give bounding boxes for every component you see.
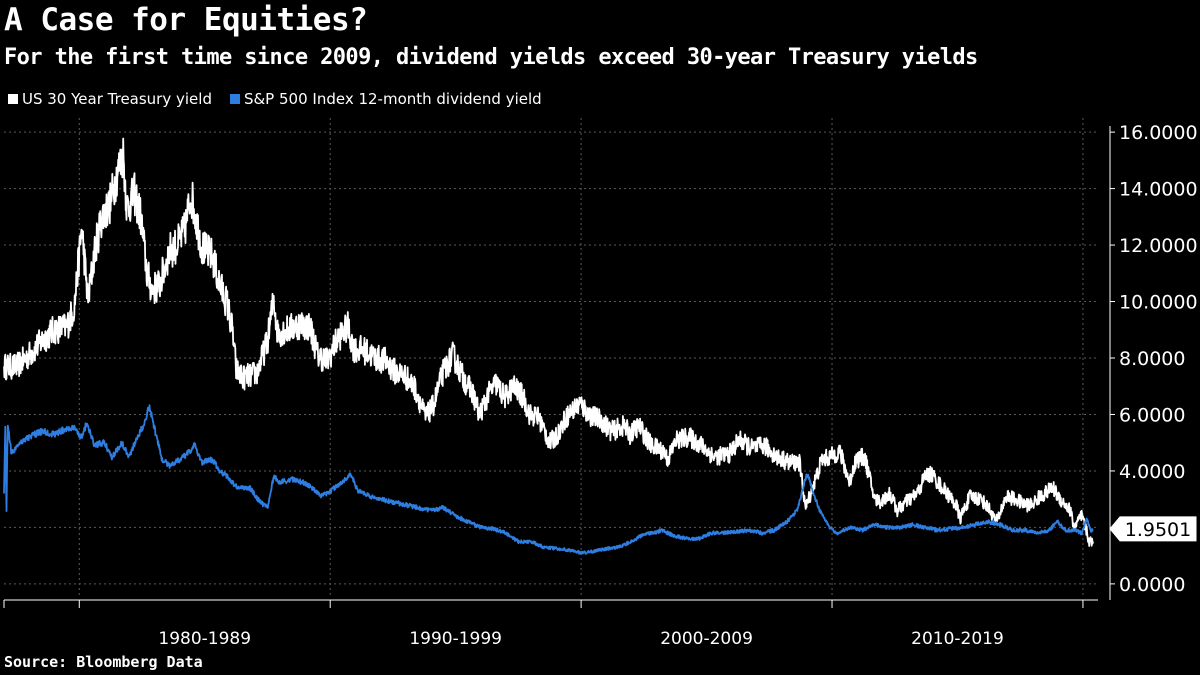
legend-label-dividend: S&P 500 Index 12-month dividend yield [243, 90, 542, 108]
y-tick-label-7: 14.0000 [1119, 179, 1198, 201]
y-tick-label-6: 12.0000 [1119, 235, 1198, 257]
x-category-label-0: 1980-1989 [158, 629, 251, 649]
y-tick-label-3: 6.0000 [1119, 404, 1185, 426]
series-line-treasury [3, 137, 1094, 547]
source-note: Source: Bloomberg Data [4, 653, 203, 671]
axes [3, 126, 1115, 608]
y-tick-label-2: 4.0000 [1119, 461, 1185, 483]
y-tick-label-8: 16.0000 [1119, 122, 1198, 144]
legend: US 30 Year Treasury yield S&P 500 Index … [8, 90, 542, 108]
series-lines [3, 137, 1094, 555]
axis-labels: 0.00002.00004.00006.00008.000010.000012.… [158, 122, 1197, 649]
y-tick-label-5: 10.0000 [1119, 292, 1198, 314]
x-category-label-3: 2010-2019 [911, 629, 1004, 649]
x-category-label-2: 2000-2009 [660, 629, 753, 649]
y-tick-label-4: 8.0000 [1119, 348, 1185, 370]
grid-lines [4, 118, 1098, 598]
chart-title: A Case for Equities? [4, 2, 368, 38]
legend-swatch-dividend [229, 94, 240, 104]
legend-swatch-treasury [8, 94, 18, 104]
legend-item-treasury: US 30 Year Treasury yield [8, 90, 212, 108]
legend-item-dividend: S&P 500 Index 12-month dividend yield [229, 90, 542, 108]
chart-subtitle: For the first time since 2009, dividend … [4, 45, 978, 70]
legend-label-treasury: US 30 Year Treasury yield [22, 90, 212, 108]
last-value-marker [1109, 516, 1197, 542]
last-value-label: 1.9501 [1125, 519, 1191, 541]
x-category-label-1: 1990-1999 [409, 629, 502, 649]
series-line-dividend [3, 404, 1094, 555]
y-tick-label-0: 0.0000 [1119, 574, 1185, 596]
